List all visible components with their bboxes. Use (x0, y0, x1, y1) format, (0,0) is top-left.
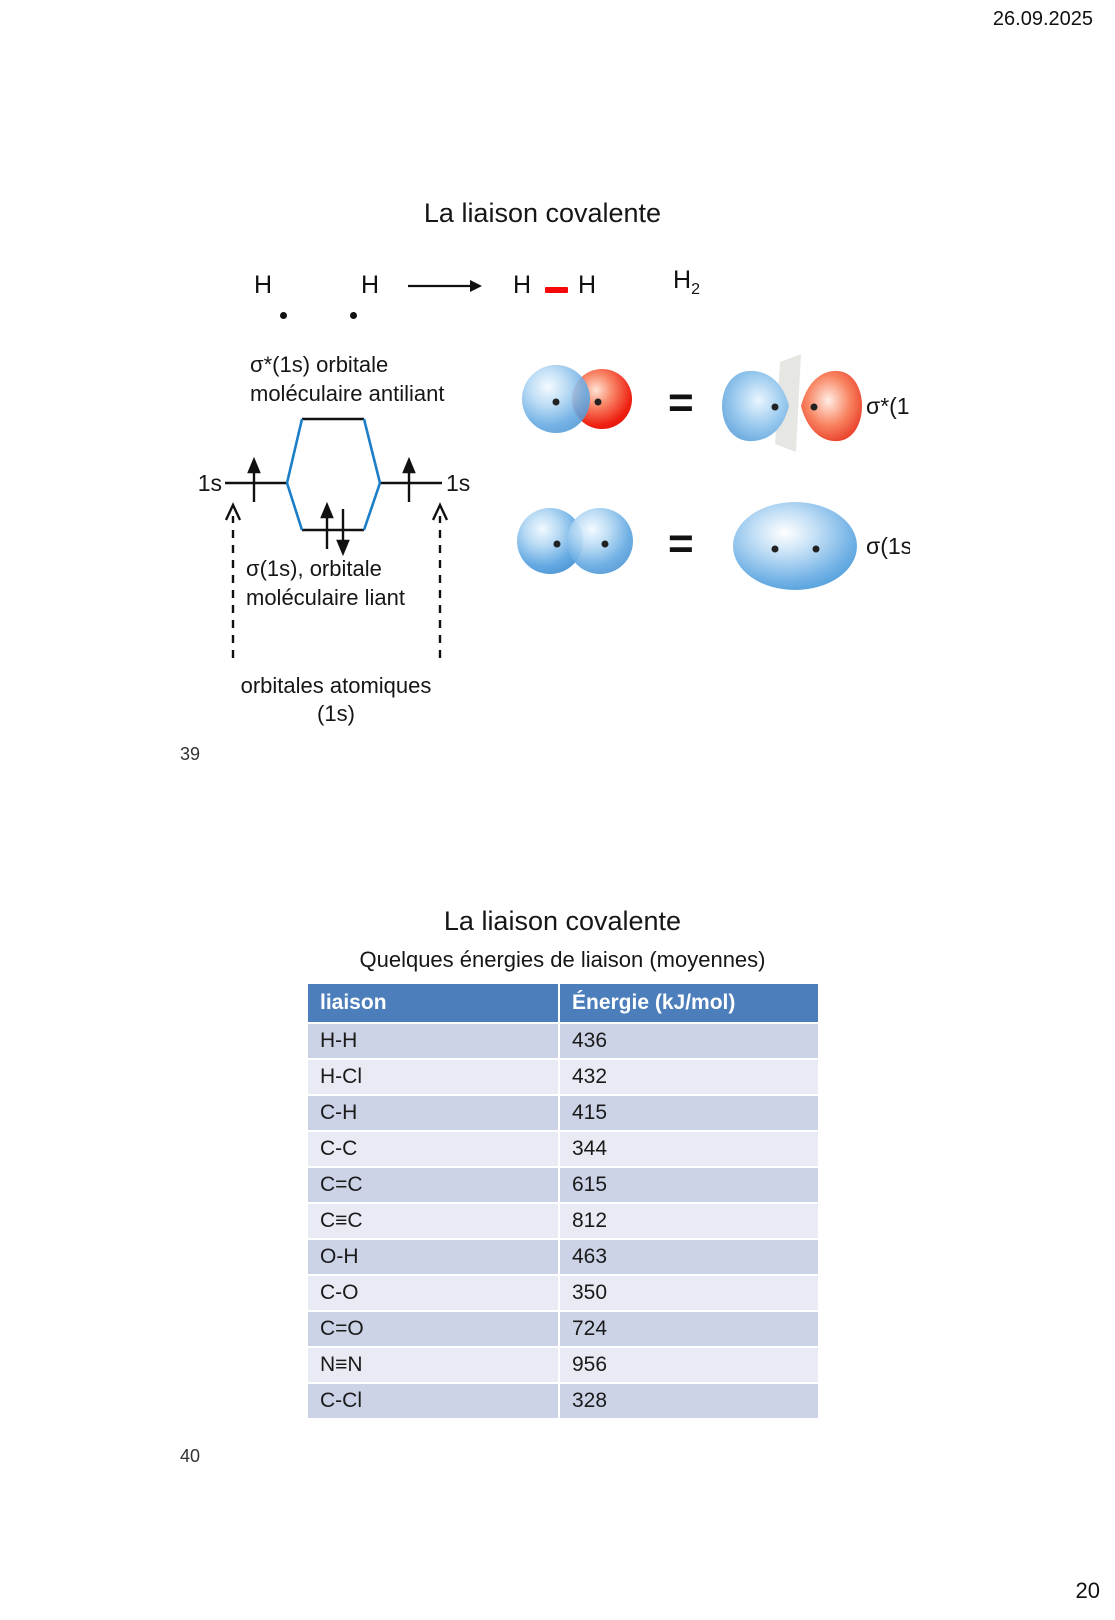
bonded-h-right: H (578, 271, 597, 299)
nucleus-dot (553, 540, 561, 548)
slide2-title: La liaison covalente (443, 906, 682, 936)
mo-energy-diagram: 1s 1s (198, 417, 470, 658)
dashed-arrow-right (431, 502, 449, 658)
h2-subscript: 2 (691, 281, 700, 298)
table-header-row: liaison Énergie (kJ/mol) (308, 984, 818, 1022)
antibonding-lobe-red (801, 370, 862, 442)
energy-cell: 415 (560, 1094, 818, 1130)
antibonding-lobe-blue (722, 370, 789, 442)
bonding-label: σ(1s), orbitale moléculaire liant (246, 554, 405, 612)
table-row: C=C 615 (308, 1166, 818, 1202)
bond-cell: H-Cl (308, 1058, 560, 1094)
bonding-row: = σ(1s) (517, 502, 910, 590)
bond-cell: C-Cl (308, 1382, 560, 1418)
table-row: C-O 350 (308, 1274, 818, 1310)
bonding-orbital-ellipse (733, 502, 857, 590)
equals-sign: = (668, 378, 694, 427)
energy-cell: 436 (560, 1022, 818, 1058)
slide2-subtitle: Quelques énergies de liaison (moyennes) (359, 947, 766, 972)
h2-formula: H2 (673, 266, 700, 299)
antibonding-row: = σ*(1s) (522, 354, 910, 452)
h2-symbol: H (673, 266, 692, 294)
table-row: H-H 436 (308, 1022, 818, 1058)
nucleus-dot (812, 545, 820, 553)
slide1-title: La liaison covalente (423, 198, 662, 228)
slide1-number: 39 (180, 744, 201, 764)
atomic-orbitals-label-line1: orbitales atomiques (240, 673, 432, 698)
nucleus-dot (552, 398, 560, 406)
right-1s-label: 1s (446, 470, 470, 496)
energy-cell: 350 (560, 1274, 818, 1310)
energy-cell: 328 (560, 1382, 818, 1418)
blue-1s-orbital (567, 508, 633, 574)
sigma-star-label: σ*(1s) (866, 393, 910, 419)
sigma-label: σ(1s) (866, 533, 910, 559)
atomic-orbitals-label-line2: (1s) (317, 701, 355, 726)
table-row: O-H 463 (308, 1238, 818, 1274)
bonding-label-line1: σ(1s), orbitale (246, 556, 382, 581)
table-row: N≡N 956 (308, 1346, 818, 1382)
table-row: C≡C 812 (308, 1202, 818, 1238)
covalent-bond-bar (545, 287, 568, 293)
bond-cell: C-C (308, 1130, 560, 1166)
table-row: H-Cl 432 (308, 1058, 818, 1094)
bond-energy-table: liaison Énergie (kJ/mol) H-H 436 H-Cl 432 … (308, 984, 818, 1418)
orbital-overlap-figure: = σ*(1s) = σ(1s) (517, 354, 910, 590)
energy-cell: 724 (560, 1310, 818, 1346)
energy-cell: 956 (560, 1346, 818, 1382)
bond-cell: C≡C (308, 1202, 560, 1238)
atomic-orbitals-label: orbitales atomiques (1s) (225, 672, 447, 728)
table-row: C-H 415 (308, 1094, 818, 1130)
electron-dot-left (280, 312, 287, 319)
bonded-h-left: H (513, 271, 532, 299)
bonding-electron-pair (320, 501, 350, 557)
liaison-header: liaison (308, 984, 560, 1022)
bonding-label-line2: moléculaire liant (246, 585, 405, 610)
bond-cell: C-H (308, 1094, 560, 1130)
slide2-number: 40 (180, 1446, 201, 1466)
correlation-lines (285, 418, 382, 531)
nucleus-dot (771, 545, 779, 553)
bond-cell: O-H (308, 1238, 560, 1274)
equals-sign: = (668, 519, 694, 568)
h-atom-left: H (254, 271, 273, 299)
nucleus-dot (810, 403, 818, 411)
table-row: C-Cl 328 (308, 1382, 818, 1418)
red-1s-orbital (572, 369, 632, 429)
nucleus-dot (601, 540, 609, 548)
blue-1s-orbital (517, 508, 583, 574)
table-row: C=O 724 (308, 1310, 818, 1346)
antibonding-label: σ*(1s) orbitale moléculaire antiliant (250, 350, 444, 408)
page-number: 20 (1075, 1578, 1100, 1603)
nucleus-dot (594, 398, 602, 406)
bond-cell: H-H (308, 1022, 560, 1058)
energy-header: Énergie (kJ/mol) (560, 984, 818, 1022)
energy-cell: 812 (560, 1202, 818, 1238)
nucleus-dot (771, 403, 779, 411)
date-header: 26.09.2025 (992, 8, 1093, 30)
energy-cell: 463 (560, 1238, 818, 1274)
h-atom-right: H (361, 271, 380, 299)
energy-cell: 432 (560, 1058, 818, 1094)
electron-dot-right (350, 312, 357, 319)
table-row: C-C 344 (308, 1130, 818, 1166)
energy-cell: 344 (560, 1130, 818, 1166)
left-1s-label: 1s (198, 470, 222, 496)
reaction-arrow-icon (408, 280, 482, 292)
energy-cell: 615 (560, 1166, 818, 1202)
bond-cell: N≡N (308, 1346, 560, 1382)
dashed-arrow-left (224, 502, 242, 658)
bond-cell: C=C (308, 1166, 560, 1202)
bond-cell: C=O (308, 1310, 560, 1346)
antibonding-label-line1: σ*(1s) orbitale (250, 352, 389, 377)
bond-cell: C-O (308, 1274, 560, 1310)
antibonding-label-line2: moléculaire antiliant (250, 381, 445, 406)
atomic-electron-arrows (247, 456, 416, 502)
